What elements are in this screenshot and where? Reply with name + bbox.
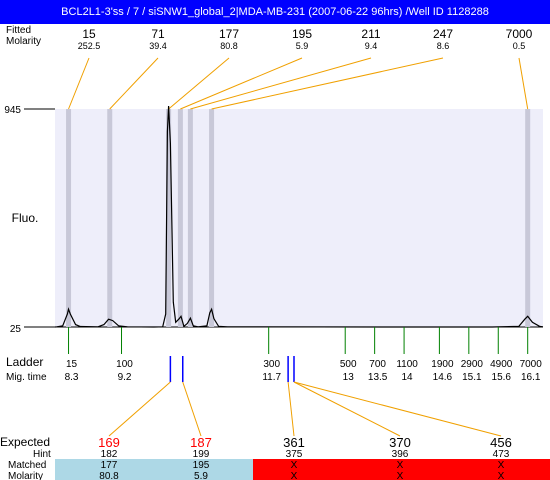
matched-size: X xyxy=(397,460,404,471)
peak-band xyxy=(107,109,113,327)
peak-connector xyxy=(211,57,444,110)
peak-band xyxy=(166,109,172,327)
ladder-mig-time: 9.2 xyxy=(118,372,132,383)
ladder-size: 500 xyxy=(340,359,357,370)
fitted-molarity: 8.6 xyxy=(437,41,450,51)
matched-molarity: 80.8 xyxy=(99,471,119,480)
expected-size: 370 xyxy=(389,435,411,450)
hint-size: 199 xyxy=(193,449,210,460)
hint-size: 182 xyxy=(101,449,118,460)
hint-label: Hint xyxy=(33,449,51,460)
ladder-mig-time: 8.3 xyxy=(65,372,79,383)
peak-connector xyxy=(190,57,372,110)
fitted-size: 195 xyxy=(292,27,312,41)
plot-area xyxy=(55,109,543,327)
molarity-label: Molarity xyxy=(6,36,41,47)
expected-connector xyxy=(293,381,401,437)
expected-connector xyxy=(182,381,202,437)
fitted-molarity: 0.5 xyxy=(513,41,526,51)
matched-ok-background xyxy=(55,459,253,480)
fitted-size: 15 xyxy=(82,27,96,41)
peak-connector xyxy=(180,57,303,110)
peak-band xyxy=(525,109,531,327)
ladder-size: 1900 xyxy=(431,359,454,370)
ladder-size: 100 xyxy=(116,359,133,370)
matched-molarity: X xyxy=(397,471,404,480)
ladder-size: 4900 xyxy=(490,359,513,370)
fitted-size: 71 xyxy=(151,27,165,41)
ladder-size: 300 xyxy=(263,359,280,370)
y-tick-max: 945 xyxy=(4,105,21,116)
matched-molarity: 5.9 xyxy=(194,471,208,480)
ladder-mig-time: 13.5 xyxy=(368,372,388,383)
fitted-size: 177 xyxy=(219,27,239,41)
matched-size: X xyxy=(498,460,505,471)
peak-band xyxy=(66,109,72,327)
matched-fail-background xyxy=(253,459,550,480)
ladder-mig-time: 15.6 xyxy=(492,372,512,383)
ladder-mig-time: 15.1 xyxy=(462,372,482,383)
hint-size: 473 xyxy=(493,449,510,460)
fitted-molarity: 252.5 xyxy=(78,41,101,51)
ladder-size: 2900 xyxy=(461,359,484,370)
peak-band xyxy=(209,109,215,327)
peak-band xyxy=(177,109,183,327)
expected-label: Expected xyxy=(0,435,50,449)
y-tick-min: 25 xyxy=(10,324,22,335)
fitted-molarity: 39.4 xyxy=(149,41,167,51)
ladder-label: Ladder xyxy=(6,355,43,369)
hint-size: 396 xyxy=(392,449,409,460)
expected-connector xyxy=(293,381,502,437)
expected-size: 187 xyxy=(190,435,212,450)
ladder-size: 7000 xyxy=(520,359,543,370)
fitted-size: 211 xyxy=(361,27,380,41)
fitted-molarity: 5.9 xyxy=(296,41,309,51)
bottom-molarity-label: Molarity xyxy=(8,471,43,480)
peak-connector xyxy=(518,57,529,110)
expected-connector xyxy=(108,381,171,437)
ladder-size: 1100 xyxy=(396,359,418,370)
fitted-molarity: 80.8 xyxy=(220,41,238,51)
mig-time-label: Mig. time xyxy=(6,372,47,383)
expected-size: 169 xyxy=(98,435,120,450)
fitted-size: 7000 xyxy=(506,27,533,41)
ladder-mig-time: 14.6 xyxy=(433,372,453,383)
peak-band xyxy=(187,109,193,327)
expected-size: 361 xyxy=(283,435,305,450)
ladder-size: 15 xyxy=(66,359,78,370)
expected-connector xyxy=(287,381,295,437)
matched-size: 177 xyxy=(101,460,118,471)
peak-connector xyxy=(168,57,230,110)
ladder-mig-time: 14 xyxy=(402,372,414,383)
fitted-molarity: 9.4 xyxy=(365,41,378,51)
matched-molarity: X xyxy=(498,471,505,480)
y-axis-label: Fluo. xyxy=(12,211,39,225)
expected-size: 456 xyxy=(490,435,512,450)
ladder-size: 700 xyxy=(369,359,386,370)
matched-size: X xyxy=(291,460,298,471)
fitted-size: 247 xyxy=(433,27,453,41)
ladder-mig-time: 16.1 xyxy=(521,372,541,383)
hint-size: 375 xyxy=(286,449,303,460)
matched-molarity: X xyxy=(291,471,298,480)
ladder-mig-time: 13 xyxy=(343,372,355,383)
matched-size: 195 xyxy=(193,460,210,471)
peak-connector xyxy=(109,57,159,110)
ladder-mig-time: 11.7 xyxy=(262,372,281,383)
chart-header: BCL2L1-3'ss / 7 / siSNW1_global_2|MDA-MB… xyxy=(0,0,550,24)
peak-connector xyxy=(68,57,90,110)
fitted-label: Fitted xyxy=(6,25,31,36)
matched-label: Matched xyxy=(8,460,46,471)
